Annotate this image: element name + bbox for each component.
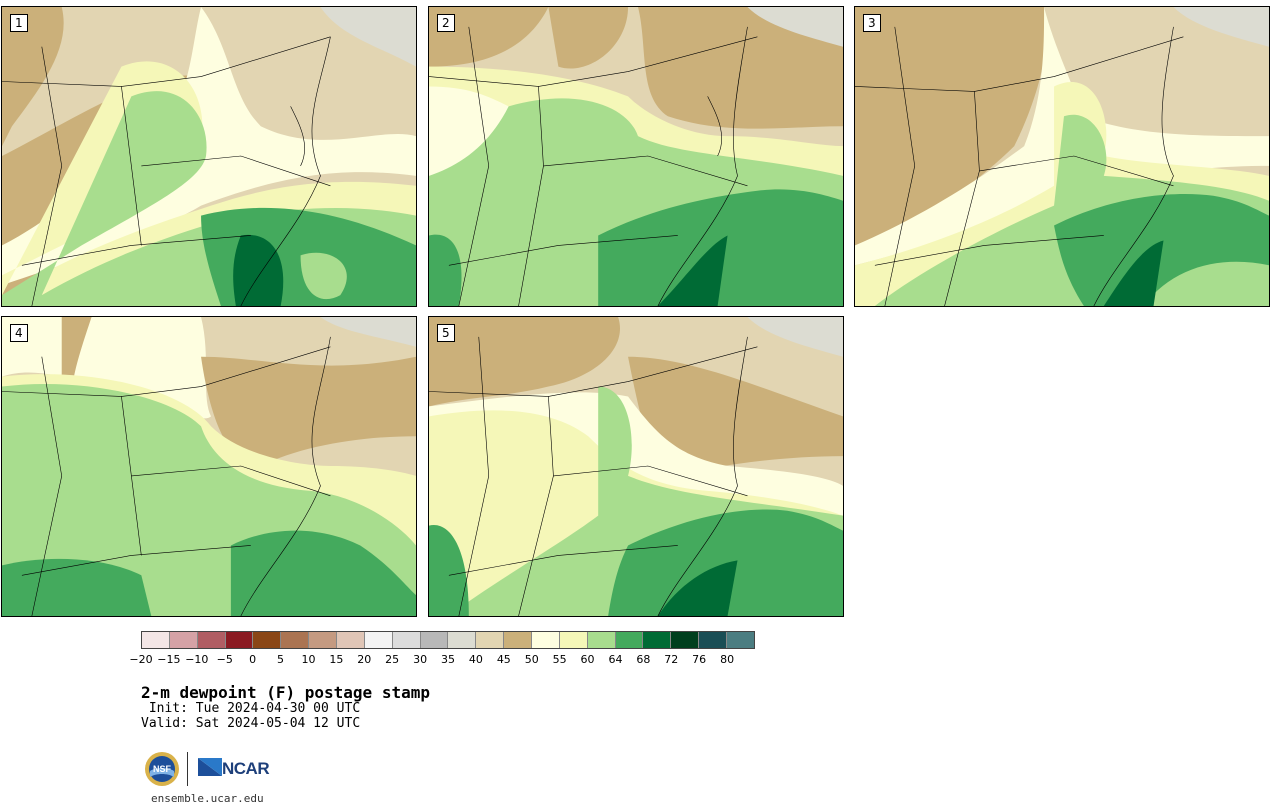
colorbar-swatch [364,632,393,648]
ensemble-member-panel-4[interactable]: 4 [1,316,417,617]
colorbar-swatch [253,632,282,648]
colorbar-tick-label: 35 [441,653,455,666]
colorbar-tick-label: 72 [664,653,679,666]
valid-time: Valid: Sat 2024-05-04 12 UTC [141,716,361,731]
colorbar-swatch [225,632,254,648]
colorbar-tick-label: 80 [720,653,735,666]
colorbar-tick-label: 50 [524,653,539,666]
colorbar-swatch [476,632,505,648]
colorbar-tick-label: −5 [216,653,233,666]
colorbar-tick-label: 10 [301,653,316,666]
panel-number-label: 1 [10,14,28,32]
colorbar-swatch [559,632,588,648]
ncar-logo-text: NCAR [222,759,270,778]
colorbar-tick-label: 30 [413,653,428,666]
colorbar-swatch [309,632,338,648]
nsf-logo-text: NSF [153,764,172,774]
colorbar-swatch [727,632,754,648]
ncar-logo-icon [198,758,222,776]
panel-number-label: 5 [437,324,455,342]
colorbar [141,631,755,649]
nsf-logo-icon: NSF [145,752,179,786]
colorbar-tick-label: −10 [185,653,209,666]
site-url[interactable]: ensemble.ucar.edu [151,792,264,805]
colorbar-tick-label: 40 [468,653,483,666]
colorbar-swatch [615,632,644,648]
colorbar-swatch [532,632,560,648]
colorbar-swatch [587,632,616,648]
colorbar-swatch [699,632,728,648]
dewpoint-map-1 [2,7,416,306]
ensemble-member-panel-5[interactable]: 5 [428,316,844,617]
ensemble-member-panel-3[interactable]: 3 [854,6,1270,307]
colorbar-swatch [671,632,700,648]
panel-number-label: 2 [437,14,455,32]
colorbar-tick-label: 55 [552,653,567,666]
panel-number-label: 3 [863,14,881,32]
colorbar-tick-label: −15 [157,653,181,666]
dewpoint-map-5 [429,317,843,616]
colorbar-swatch [420,632,449,648]
colorbar-tick-label: 15 [329,653,344,666]
colorbar-swatch [281,632,310,648]
colorbar-tick-label: 76 [692,653,707,666]
dewpoint-map-4 [2,317,416,616]
colorbar-swatch [504,632,533,648]
colorbar-swatch [392,632,421,648]
colorbar-tick-label: 0 [249,653,257,666]
product-title: 2-m dewpoint (F) postage stamp [141,683,430,702]
ensemble-member-panel-1[interactable]: 1 [1,6,417,307]
colorbar-tick-label: 45 [496,653,511,666]
colorbar-swatch [337,632,365,648]
colorbar-ticks: −20 −15 −10 −5 0 5 10 15 20 25 30 35 40 45 50 55 60 64 68 7… [129,653,755,667]
colorbar-tick-label: 5 [277,653,285,666]
colorbar-swatch [643,632,672,648]
dewpoint-map-3 [855,7,1269,306]
ensemble-member-panel-2[interactable]: 2 [428,6,844,307]
colorbar-tick-label: 68 [636,653,651,666]
colorbar-swatch [197,632,226,648]
colorbar-swatch [448,632,477,648]
colorbar-tick-label: 60 [580,653,595,666]
dewpoint-map-2 [429,7,843,306]
colorbar-swatch [142,632,170,648]
colorbar-swatch [169,632,198,648]
init-time: Init: Tue 2024-04-30 00 UTC [141,701,361,716]
logo-divider [187,752,188,786]
panel-number-label: 4 [10,324,28,342]
colorbar-tick-label: 64 [608,653,623,666]
colorbar-tick-label: 25 [385,653,400,666]
colorbar-tick-label: 20 [357,653,372,666]
colorbar-tick-label: −20 [129,653,153,666]
